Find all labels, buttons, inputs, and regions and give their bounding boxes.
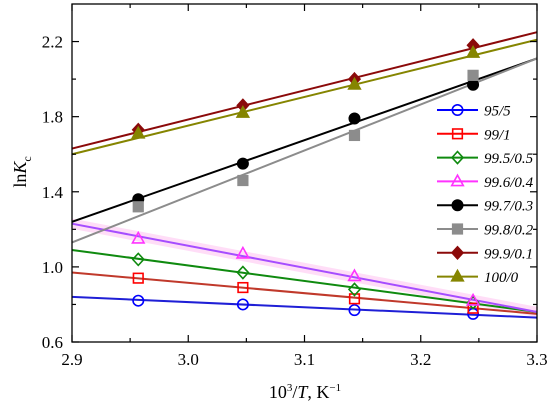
y-axis-label-variable: K (10, 161, 30, 175)
x-tick-label: 3.1 (294, 350, 315, 369)
legend-entry-99-6-0-4: 99.6/0.4 (437, 173, 534, 191)
data-point-99-1-0 (132, 272, 144, 284)
legend-marker-99-7-0-3 (451, 199, 464, 212)
data-points (131, 38, 481, 320)
legend-label-99-5-0-5: 99.5/0.5 (484, 151, 534, 167)
data-point-99-6-0-4-1 (235, 245, 251, 259)
legend-entry-99-9-0-1: 99.9/0.1 (437, 245, 533, 262)
fit-line-100-0 (71, 38, 538, 156)
legend-label-99-8-0-2: 99.8/0.2 (484, 223, 534, 239)
data-point-99-8-0-2-0 (132, 201, 144, 213)
legend-marker-99-5-0-5 (450, 150, 465, 165)
x-tick-label: 3.3 (526, 350, 547, 369)
x-axis-label-base: 10 (269, 382, 287, 402)
plot-frame (71, 3, 538, 343)
data-point-99-5-0-5-2 (347, 282, 362, 297)
y-tick-labels: 0.6 1.0 1.4 1.8 2.2 (42, 33, 64, 352)
legend-entry-99-7-0-3: 99.7/0.3 (437, 199, 533, 215)
legend-marker-99-1 (451, 128, 464, 140)
data-point-99-1-2 (348, 293, 361, 305)
data-point-99-5-0-5-0 (131, 252, 145, 267)
axis-ticks (71, 4, 538, 343)
fit-line-99-7-0-3 (71, 57, 538, 223)
legend-marker-95-5 (451, 104, 464, 117)
x-axis-label-variable: T (297, 382, 309, 402)
legend-entry-99-8-0-2: 99.8/0.2 (437, 223, 534, 239)
y-tick-label: 1.0 (42, 258, 63, 277)
fit-line-99-5-0-5 (71, 248, 538, 313)
data-point-100-0-1 (235, 105, 251, 118)
data-point-99-7-0-3-3 (467, 78, 480, 91)
data-point-100-0-0 (131, 125, 146, 139)
legend-marker-99-8-0-2 (451, 223, 464, 235)
y-axis-label: lnKc (10, 156, 34, 187)
fit-line-99-8-0-2 (71, 57, 538, 244)
data-point-99-8-0-2-1 (237, 174, 249, 187)
legend-label-99-1: 99/1 (484, 127, 511, 143)
data-point-95-5-0 (132, 294, 145, 307)
x-axis-label-separator: / (292, 382, 297, 402)
data-point-95-5-2 (348, 304, 361, 317)
y-tick-label: 2.2 (42, 33, 63, 52)
fit-line-95-5 (71, 295, 538, 319)
x-axis-label: 103/T, K−1 (269, 382, 341, 402)
legend-entry-100-0: 100/0 (437, 268, 519, 286)
data-point-100-0-2 (347, 76, 362, 90)
y-axis-label-function: ln (10, 174, 30, 188)
x-tick-label: 2.9 (61, 350, 82, 369)
y-tick-label: 0.6 (42, 333, 63, 352)
legend-marker-99-6-0-4 (450, 173, 465, 187)
legend-label-99-6-0-4: 99.6/0.4 (484, 175, 534, 191)
fit-lines (71, 31, 538, 319)
legend-entry-95-5: 95/5 (437, 104, 511, 120)
legend-entry-99-5-0-5: 99.5/0.5 (437, 150, 534, 167)
series-100-0 (131, 44, 481, 139)
fit-line-99-6-0-4 (71, 222, 538, 313)
x-axis-label-unit: , K (307, 382, 329, 402)
x-tick-labels: 2.9 3.0 3.1 3.2 3.3 (61, 350, 547, 369)
fit-line-99-9-0-1 (71, 31, 538, 150)
data-point-99-6-0-4-0 (131, 230, 146, 244)
data-point-99-8-0-2-3 (467, 69, 479, 81)
legend-label-99-9-0-1: 99.9/0.1 (484, 246, 533, 262)
series-99-7-0-3 (132, 78, 480, 206)
x-tick-label: 3.0 (178, 350, 199, 369)
legend-marker-99-9-0-1 (450, 245, 465, 260)
series-99-8-0-2 (132, 69, 479, 213)
y-tick-label: 1.4 (42, 183, 64, 202)
data-point-99-7-0-3-1 (236, 157, 249, 170)
data-point-99-7-0-3-2 (348, 112, 361, 125)
y-tick-label: 1.8 (42, 108, 63, 127)
legend-label-100-0: 100/0 (484, 270, 519, 286)
series-99-6-0-4 (131, 230, 481, 306)
series-99-1 (132, 272, 479, 314)
legend-marker-100-0 (450, 268, 465, 282)
x-axis-label-unit-exponent: −1 (329, 382, 341, 394)
data-point-99-6-0-4-2 (347, 268, 362, 282)
data-point-99-5-0-5-1 (236, 265, 250, 280)
legend: 95/5 99/1 99.5/0.5 99.6/0.4 99.7/0.3 99.8/0.2… (437, 104, 534, 286)
legend-entry-99-1: 99/1 (437, 127, 511, 143)
data-point-95-5-1 (236, 298, 249, 311)
x-tick-label: 3.2 (410, 350, 431, 369)
x-axis-label-base-exponent: 3 (287, 382, 293, 394)
data-point-99-6-0-4-3 (465, 292, 481, 306)
fit-line-99-1 (71, 271, 538, 315)
data-point-99-1-1 (237, 281, 249, 294)
data-point-99-1-3 (467, 302, 479, 314)
legend-label-95-5: 95/5 (484, 104, 511, 120)
data-point-100-0-3 (465, 44, 481, 58)
y-axis-label-subscript: c (20, 156, 34, 161)
data-point-99-8-0-2-2 (348, 129, 361, 142)
legend-label-99-7-0-3: 99.7/0.3 (484, 199, 533, 215)
